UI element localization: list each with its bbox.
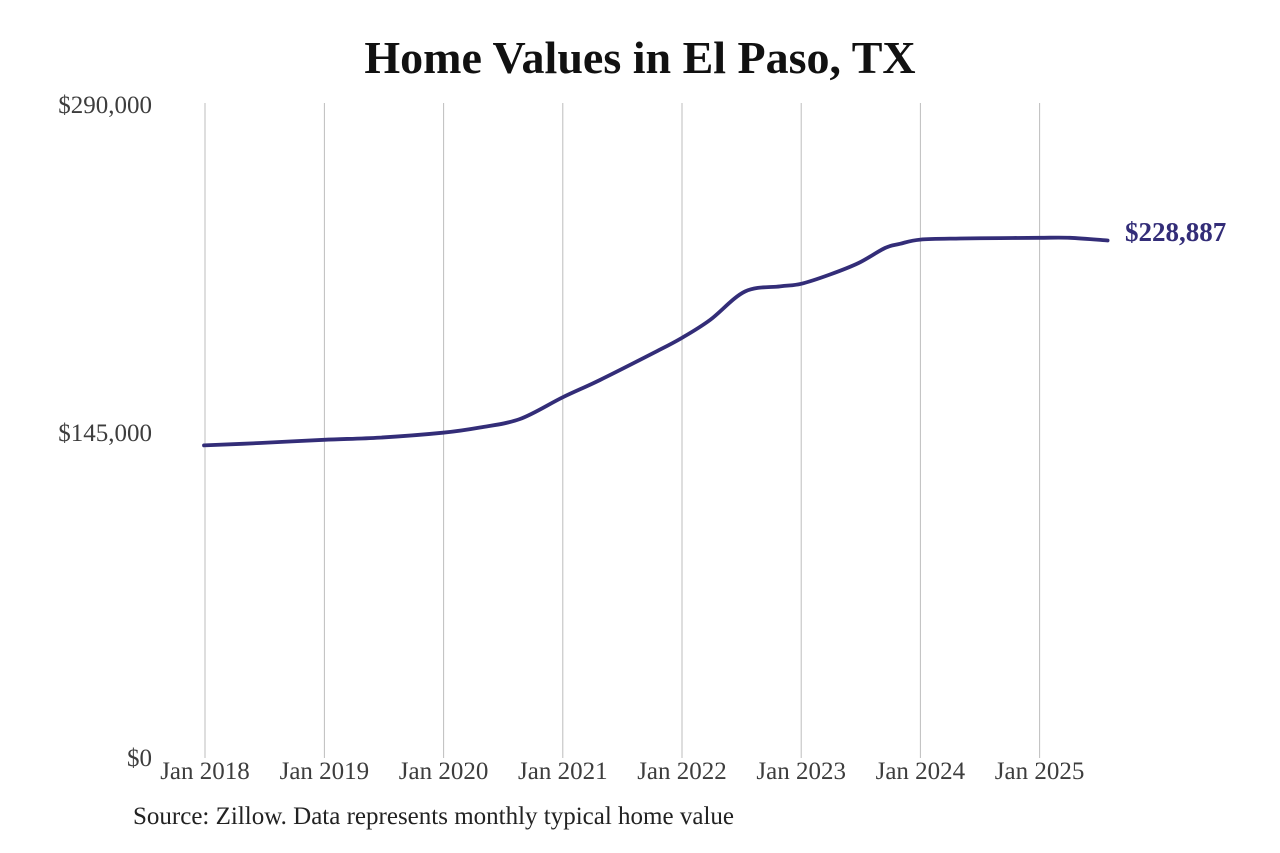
- svg-text:$145,000: $145,000: [58, 420, 152, 447]
- svg-text:$0: $0: [127, 745, 152, 772]
- svg-text:Jan 2021: Jan 2021: [518, 758, 608, 785]
- svg-text:Jan 2018: Jan 2018: [160, 758, 250, 785]
- svg-text:Jan 2023: Jan 2023: [756, 758, 846, 785]
- svg-text:$228,887: $228,887: [1125, 217, 1226, 247]
- svg-text:Jan 2024: Jan 2024: [876, 758, 966, 785]
- svg-text:Jan 2025: Jan 2025: [995, 758, 1085, 785]
- svg-text:$290,000: $290,000: [58, 92, 152, 119]
- svg-text:Jan 2019: Jan 2019: [280, 758, 370, 785]
- svg-text:Jan 2022: Jan 2022: [637, 758, 727, 785]
- svg-text:Jan 2020: Jan 2020: [399, 758, 489, 785]
